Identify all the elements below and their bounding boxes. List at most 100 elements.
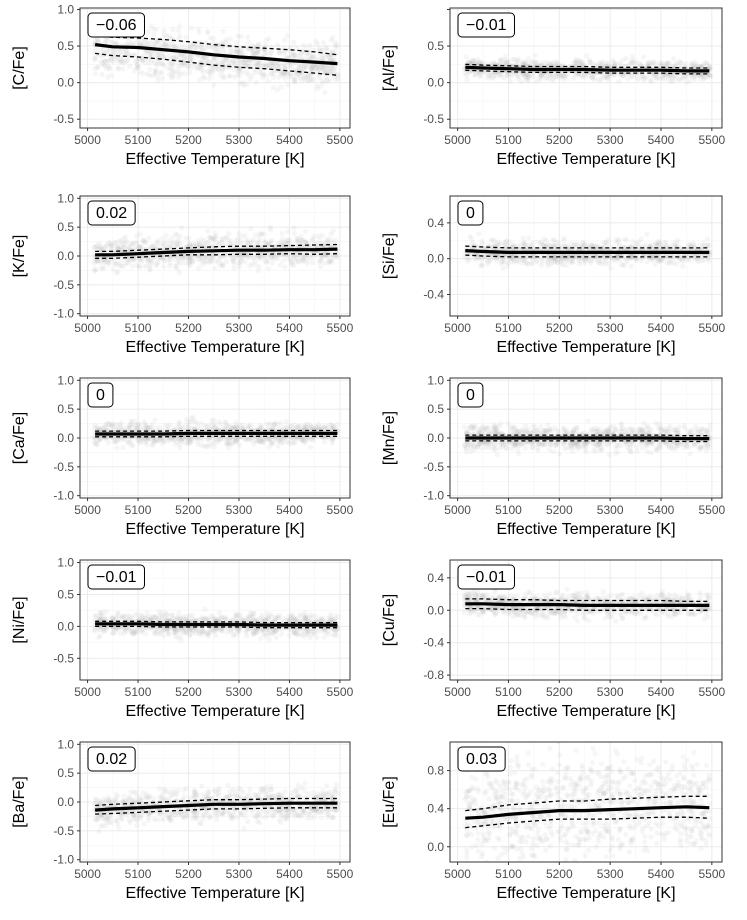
scatter-point	[94, 243, 100, 249]
scatter-point	[231, 59, 237, 65]
scatter-point	[516, 58, 522, 64]
scatter-point	[151, 244, 157, 250]
scatter-point	[477, 59, 483, 65]
scatter-point	[315, 63, 321, 69]
scatter-point	[143, 423, 149, 429]
scatter-point	[137, 231, 143, 237]
scatter-point	[331, 57, 337, 63]
scatter-point	[207, 35, 213, 41]
scatter-point	[632, 57, 638, 64]
scatter-point	[701, 256, 707, 262]
scatter-point	[310, 67, 316, 73]
scatter-point	[145, 41, 151, 47]
scatter-point	[544, 259, 551, 265]
scatter-point	[636, 239, 642, 245]
scatter-point	[183, 235, 189, 241]
scatter-point	[210, 252, 216, 258]
scatter-point	[260, 71, 266, 77]
scatter-point	[254, 59, 260, 65]
scatter-point	[218, 62, 224, 68]
scatter-point	[629, 53, 636, 60]
scatter-point	[229, 257, 235, 263]
scatter-point	[267, 227, 274, 233]
scatter-point	[148, 23, 154, 29]
scatter-point	[252, 258, 258, 264]
scatter-point	[255, 267, 261, 273]
scatter-point	[464, 72, 470, 78]
scatter-point	[233, 255, 239, 261]
scatter-point	[564, 262, 570, 268]
scatter-point	[169, 71, 175, 77]
scatter-point	[539, 72, 545, 78]
scatter-point	[187, 55, 193, 62]
scatter-point	[161, 263, 167, 270]
scatter-point	[192, 255, 198, 261]
scatter-point	[284, 237, 290, 243]
scatter-point	[687, 243, 694, 249]
scatter-point	[94, 36, 101, 42]
scatter-point	[261, 439, 267, 445]
scatter-point	[212, 56, 218, 62]
scatter-point	[234, 72, 241, 78]
scatter-point	[184, 54, 190, 60]
scatter-point	[634, 448, 640, 454]
x-tick-label: 5000	[74, 133, 101, 147]
scatter-point	[114, 270, 120, 276]
x-axis-title: Effective Temperature [K]	[496, 151, 675, 168]
scatter-point	[308, 53, 314, 59]
correlation-badge	[457, 12, 515, 38]
scatter-point	[134, 240, 140, 246]
scatter-point	[324, 254, 330, 260]
scatter-point	[200, 255, 206, 261]
scatter-point	[256, 41, 262, 47]
scatter-point	[334, 421, 340, 427]
scatter-point	[98, 265, 104, 271]
scatter-point	[475, 231, 482, 237]
scatter-point	[324, 425, 330, 431]
scatter-point	[287, 237, 293, 243]
scatter-point	[639, 73, 645, 79]
scatter-point	[277, 63, 283, 69]
scatter-point	[545, 63, 551, 69]
scatter-point	[161, 28, 167, 34]
scatter-point	[291, 76, 298, 82]
x-tick-label: 5100	[125, 133, 152, 147]
scatter-point	[238, 250, 244, 257]
scatter-point	[236, 260, 242, 266]
scatter-point	[194, 64, 201, 70]
scatter-point	[523, 61, 529, 67]
scatter-point	[470, 239, 476, 246]
scatter-point	[618, 72, 624, 79]
scatter-point	[319, 48, 325, 54]
scatter-point	[179, 255, 185, 261]
scatter-point	[240, 59, 246, 66]
scatter-point	[657, 60, 663, 66]
scatter-point	[583, 256, 589, 263]
scatter-point	[142, 239, 149, 246]
scatter-point	[581, 72, 587, 78]
scatter-point	[120, 57, 126, 63]
scatter-point	[494, 73, 500, 79]
scatter-point	[175, 61, 182, 67]
scatter-point	[320, 63, 326, 69]
scatter-point	[123, 51, 129, 57]
scatter-point	[205, 254, 211, 260]
scatter-point	[95, 258, 101, 264]
scatter-point	[181, 61, 187, 67]
scatter-point	[192, 242, 198, 248]
scatter-point	[282, 37, 288, 43]
scatter-point	[497, 56, 503, 63]
scatter-point	[150, 242, 156, 249]
scatter-point	[102, 62, 108, 68]
scatter-point	[262, 237, 268, 243]
scatter-point	[494, 69, 500, 75]
scatter-point	[196, 240, 202, 246]
scatter-point	[294, 235, 300, 241]
scatter-point	[598, 77, 604, 83]
scatter-point	[504, 60, 510, 66]
scatter-point	[298, 237, 305, 243]
scatter-point	[251, 70, 258, 76]
scatter-point	[101, 58, 107, 64]
scatter-point	[667, 74, 673, 80]
scatter-point	[579, 73, 585, 79]
